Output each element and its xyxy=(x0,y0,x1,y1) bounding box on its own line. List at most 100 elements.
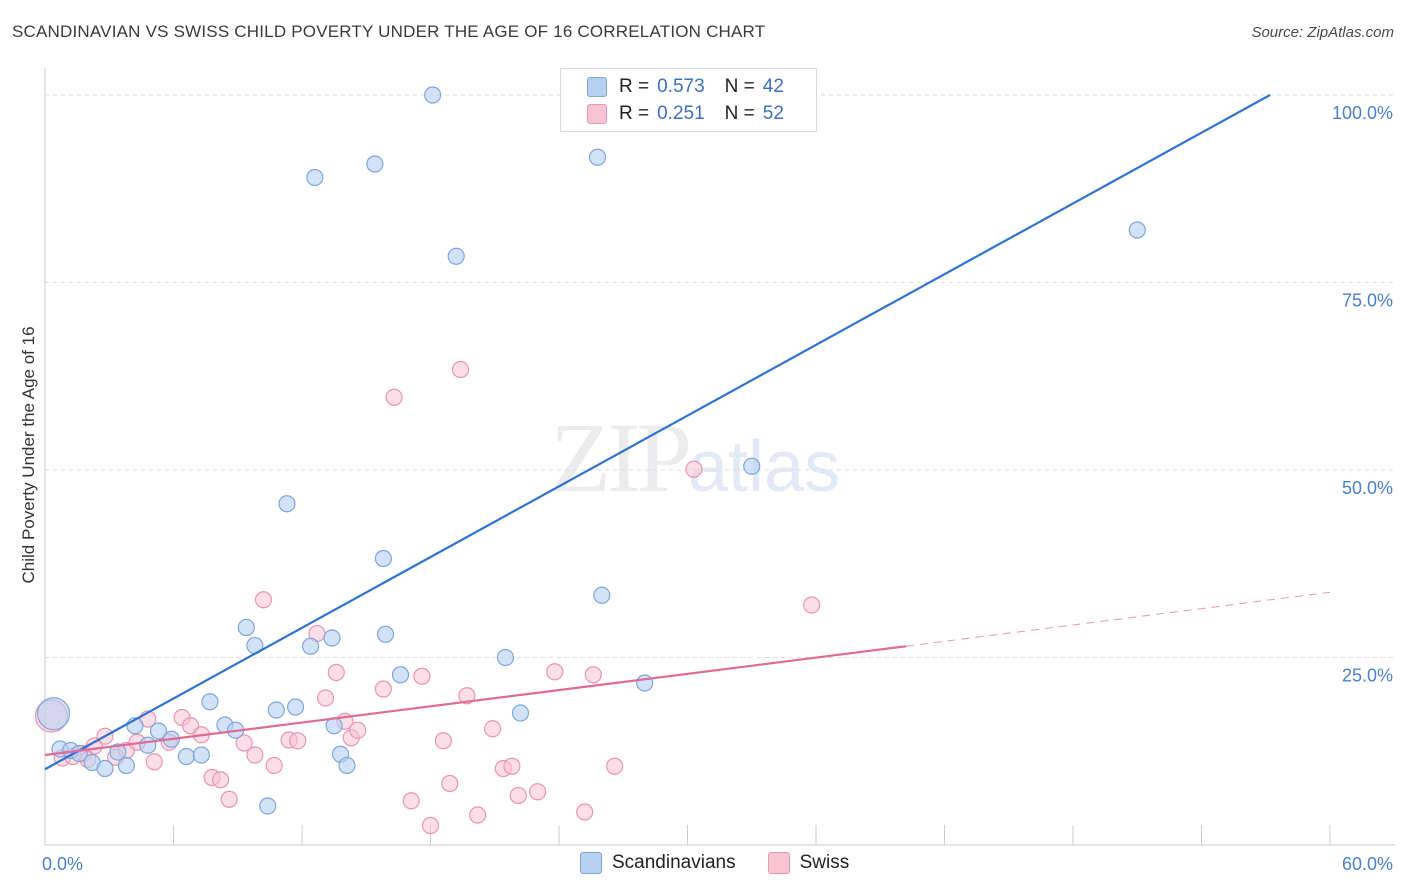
swiss-point xyxy=(220,790,238,808)
y-tick-label: 25.0% xyxy=(1342,666,1393,686)
legend-r-label: R = xyxy=(619,76,650,97)
watermark-atlas: atlas xyxy=(688,427,841,507)
series-legend: Scandinavians Swiss xyxy=(580,852,881,874)
y-tick-label: 100.0% xyxy=(1332,103,1393,123)
swiss-point xyxy=(246,746,264,764)
legend-row-swiss: R = 0.251 N = 52 xyxy=(587,102,784,126)
swiss-point xyxy=(509,786,527,805)
legend-swatch-pink xyxy=(587,104,607,124)
watermark-zip: ZIP xyxy=(550,402,692,513)
swiss-trend-extension xyxy=(905,591,1331,647)
scandinavian-point xyxy=(139,736,157,754)
swiss-point xyxy=(145,753,163,771)
x-tick-label: 0.0% xyxy=(42,854,83,874)
legend-label-scandinavians: Scandinavians xyxy=(612,852,736,873)
swiss-point xyxy=(576,803,594,821)
scandinavian-point xyxy=(109,743,127,761)
scandinavian-point xyxy=(424,86,442,104)
swiss-point xyxy=(469,806,487,824)
legend-swatch-blue xyxy=(580,852,602,874)
scandinavian-point xyxy=(743,457,761,475)
scandinavian-point xyxy=(338,756,356,775)
legend-label-swiss: Swiss xyxy=(799,852,850,873)
scandinavian-point xyxy=(374,549,392,568)
source-label: Source: ZipAtlas.com xyxy=(1251,24,1394,41)
swiss-point xyxy=(484,720,502,738)
legend-swatch-pink xyxy=(767,852,790,874)
y-tick-label: 75.0% xyxy=(1342,291,1393,311)
legend-r-value: 0.573 xyxy=(657,76,705,97)
chart-title: SCANDINAVIAN VS SWISS CHILD POVERTY UNDE… xyxy=(12,22,766,41)
swiss-point xyxy=(421,816,440,835)
swiss-point xyxy=(327,663,345,682)
swiss-point xyxy=(254,591,273,609)
legend-swatch-blue xyxy=(587,77,607,97)
tick-labels: 25.0% 50.0% 75.0% 100.0% 0.0% 60.0% xyxy=(42,103,1393,874)
scandinavian-point xyxy=(149,722,168,740)
swiss-point xyxy=(685,460,703,478)
legend-r-label: R = xyxy=(619,103,650,124)
legend-n-label: N = xyxy=(724,76,755,97)
scandinavian-point xyxy=(636,674,654,692)
scandinavian-point xyxy=(496,648,515,667)
trend-lines xyxy=(44,94,1331,771)
scandinavian-point xyxy=(301,637,320,655)
x-tick-label: 60.0% xyxy=(1342,854,1393,874)
swiss-point xyxy=(606,757,624,775)
swiss-point xyxy=(803,596,821,614)
scandinavian-point xyxy=(511,704,530,722)
scandinavian-point xyxy=(259,797,277,815)
legend-n-value: 52 xyxy=(762,103,784,124)
legend-item-swiss: Swiss xyxy=(767,852,850,874)
scandinavian-points xyxy=(36,86,1146,815)
swiss-point xyxy=(413,667,431,685)
scandinavian-point xyxy=(323,629,341,647)
swiss-point xyxy=(374,680,392,698)
scandinavian-point xyxy=(237,618,255,637)
scandinavian-point xyxy=(306,168,324,187)
swiss-point xyxy=(503,757,521,775)
swiss-point xyxy=(289,732,307,750)
swiss-point xyxy=(584,666,602,684)
scandinavian-trend-line xyxy=(44,94,1271,771)
y-axis-label: Child Poverty Under the Age of 16 xyxy=(19,326,38,583)
scandinavian-point xyxy=(192,746,210,764)
scandinavian-point xyxy=(593,586,611,604)
swiss-point xyxy=(265,756,283,775)
swiss-point xyxy=(402,792,420,810)
swiss-point xyxy=(235,734,253,752)
scandinavian-point xyxy=(447,247,465,265)
legend-row-scandinavians: R = 0.573 N = 42 xyxy=(587,75,784,99)
swiss-point xyxy=(385,388,403,406)
scandinavian-point xyxy=(1128,221,1146,239)
swiss-points xyxy=(34,360,821,835)
scandinavian-point xyxy=(286,698,305,716)
watermark: ZIPatlas xyxy=(550,400,840,515)
swiss-point xyxy=(458,687,476,705)
swiss-trend-line xyxy=(44,645,907,757)
scandinavian-point xyxy=(588,148,607,166)
legend-item-scandinavians: Scandinavians xyxy=(580,852,736,874)
scandinavian-point xyxy=(376,625,395,643)
scandinavian-point xyxy=(96,759,114,778)
swiss-point xyxy=(451,360,470,379)
y-tick-label: 50.0% xyxy=(1342,478,1393,498)
scandinavian-point xyxy=(201,693,219,711)
swiss-point xyxy=(441,774,459,793)
legend-n-value: 42 xyxy=(762,76,784,97)
scandinavian-point xyxy=(117,756,135,775)
swiss-point xyxy=(546,663,564,681)
scandinavian-point xyxy=(177,747,195,766)
swiss-point xyxy=(212,771,230,789)
scandinavian-point xyxy=(36,697,71,731)
swiss-point xyxy=(349,721,367,739)
scandinavian-point xyxy=(366,155,384,173)
scandinavian-point xyxy=(267,701,285,719)
swiss-point xyxy=(434,732,452,750)
gridlines xyxy=(45,94,1395,658)
legend-n-label: N = xyxy=(724,103,755,124)
scandinavian-point xyxy=(391,666,410,684)
scandinavian-point xyxy=(278,495,296,513)
legend-r-value: 0.251 xyxy=(657,103,705,124)
